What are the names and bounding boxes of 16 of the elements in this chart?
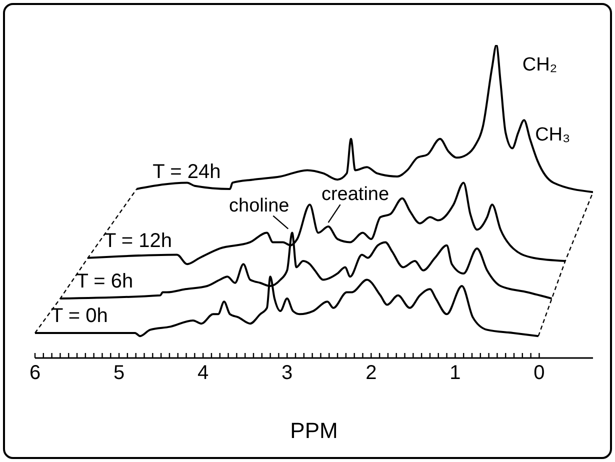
annotation: choline [229,195,290,216]
series-label: T = 12h [104,230,172,252]
annotation: CH₂ [522,54,558,76]
series-label: T = 0h [51,304,108,327]
x-tick-label: 4 [198,362,209,384]
x-axis-title: PPM [290,418,338,443]
x-tick-label: 1 [450,362,461,384]
series-label: T = 24h [152,160,221,183]
x-tick-label: 0 [534,362,545,384]
annotation: CH₃ [535,124,570,146]
x-tick-label: 6 [29,362,41,384]
x-tick-label: 3 [282,362,293,384]
x-tick-label: 2 [366,362,377,384]
series-label: T = 6h [76,270,134,293]
x-tick-label: 5 [113,362,125,384]
annotation: creatine [321,184,390,206]
